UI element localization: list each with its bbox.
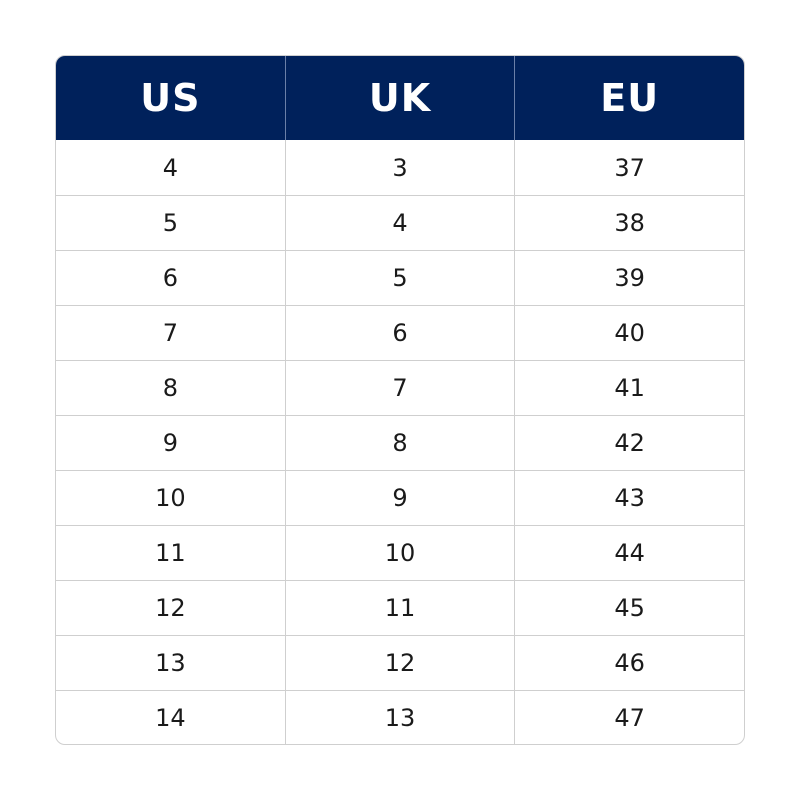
cell-us: 13 [56,636,286,690]
header-cell-uk: UK [286,56,516,140]
cell-eu: 43 [614,484,645,512]
cell-uk: 11 [286,581,516,635]
table-row: 12 11 45 [56,580,744,635]
table-row: 6 5 39 [56,250,744,305]
table-row: 5 4 38 [56,195,744,250]
cell-uk: 10 [286,526,516,580]
header-cell-eu: EU [600,76,660,120]
table-header-row: US UK EU [56,56,744,140]
cell-us: 6 [56,251,286,305]
cell-eu: 40 [614,319,645,347]
cell-us: 12 [56,581,286,635]
cell-uk: 3 [286,140,516,195]
table-row: 7 6 40 [56,305,744,360]
cell-us: 5 [56,196,286,250]
cell-uk: 7 [286,361,516,415]
table-row: 9 8 42 [56,415,744,470]
table-row: 14 13 47 [56,690,744,744]
cell-eu: 46 [614,649,645,677]
cell-us: 7 [56,306,286,360]
table-row: 8 7 41 [56,360,744,415]
cell-us: 8 [56,361,286,415]
size-conversion-table: US UK EU 4 3 37 5 4 38 6 5 39 7 6 [55,55,745,745]
cell-uk: 4 [286,196,516,250]
cell-uk: 13 [286,691,516,744]
table-row: 13 12 46 [56,635,744,690]
cell-eu: 38 [614,209,645,237]
cell-us: 10 [56,471,286,525]
cell-uk: 5 [286,251,516,305]
cell-us: 11 [56,526,286,580]
cell-uk: 9 [286,471,516,525]
cell-eu: 45 [614,594,645,622]
table-row: 4 3 37 [56,140,744,195]
cell-us: 14 [56,691,286,744]
cell-eu: 42 [614,429,645,457]
cell-eu: 44 [614,539,645,567]
cell-us: 4 [56,140,286,195]
cell-eu: 47 [614,704,645,732]
header-cell-us: US [56,56,286,140]
cell-eu: 39 [614,264,645,292]
table-row: 10 9 43 [56,470,744,525]
table-row: 11 10 44 [56,525,744,580]
cell-us: 9 [56,416,286,470]
cell-eu: 37 [614,153,645,182]
cell-uk: 8 [286,416,516,470]
cell-uk: 6 [286,306,516,360]
cell-eu: 41 [614,374,645,402]
cell-uk: 12 [286,636,516,690]
table-body: 4 3 37 5 4 38 6 5 39 7 6 40 8 7 [56,140,744,744]
